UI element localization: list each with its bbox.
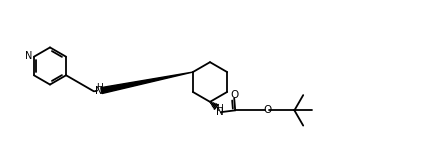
Text: N: N (216, 107, 223, 117)
Text: O: O (263, 105, 271, 115)
Text: H: H (216, 104, 223, 113)
Text: H: H (96, 83, 103, 92)
Text: N: N (25, 51, 32, 61)
Text: O: O (230, 90, 238, 100)
Text: N: N (95, 86, 103, 96)
Polygon shape (101, 72, 193, 93)
